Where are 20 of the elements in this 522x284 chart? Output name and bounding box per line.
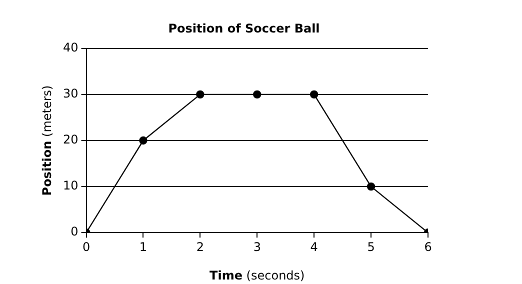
- point: [253, 90, 262, 99]
- y-tick-label: 40: [62, 40, 78, 55]
- point: [310, 90, 318, 99]
- y-tick-label: 20: [62, 132, 78, 147]
- y-tick-label: 0: [70, 224, 78, 239]
- y-tick-label: 30: [62, 86, 78, 101]
- x-tick-label: 4: [310, 240, 318, 254]
- x-axis-title: Time (seconds): [210, 268, 305, 283]
- chart-title: Position of Soccer Ball: [168, 21, 320, 36]
- point: [139, 136, 148, 145]
- x-tick-label: 6: [424, 240, 432, 254]
- x-tick-label: 0: [82, 240, 90, 254]
- x-tick-label: 1: [139, 240, 148, 254]
- x-tick-label: 2: [196, 240, 204, 254]
- point: [366, 182, 376, 191]
- point: [196, 90, 204, 99]
- x-tick-label: 3: [253, 240, 261, 254]
- x-tick-label: 5: [367, 240, 375, 254]
- y-axis-title: Position (meters): [40, 85, 54, 196]
- y-tick-label: 10: [62, 178, 78, 193]
